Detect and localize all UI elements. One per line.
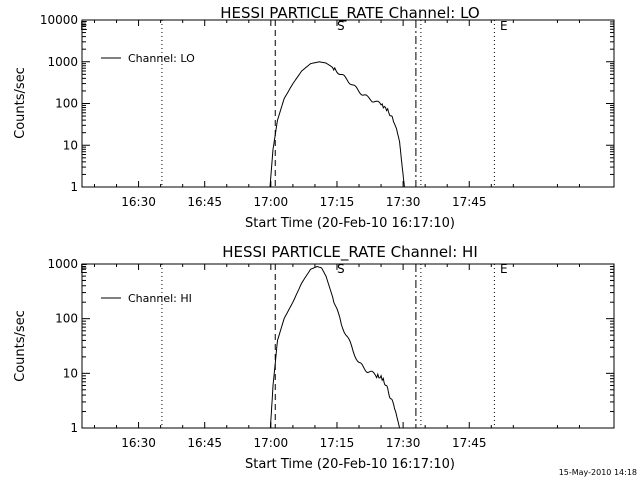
x-tick-label: 17:15 [320,195,355,209]
x-tick-label: 16:45 [187,195,222,209]
y-axis-label: Counts/sec [13,310,28,382]
plot-frame [81,263,615,429]
y-tick-label: 1000 [47,55,78,69]
x-axis-label: Start Time (20-Feb-10 16:17:10) [245,216,455,231]
y-tick-label: 1 [70,421,78,435]
y-tick-label: 1 [70,180,78,194]
x-tick-label: 17:30 [386,195,421,209]
x-tick-label: 16:30 [121,436,156,450]
chart-title: HESSI PARTICLE_RATE Channel: LO [220,4,479,23]
x-tick-label: 17:30 [386,436,421,450]
x-tick-label: 16:30 [121,195,156,209]
x-tick-label: 16:45 [187,436,222,450]
legend-label: Channel: LO [128,52,195,65]
end-marker-label: E [500,262,508,276]
x-tick-label: 17:00 [254,195,289,209]
generation-timestamp: 15-May-2010 14:18 [559,468,637,477]
chart-panel-hi: HESSI PARTICLE_RATE Channel: HI Counts/s… [13,243,616,472]
x-axis-label: Start Time (20-Feb-10 16:17:10) [245,457,455,472]
chart-title: HESSI PARTICLE_RATE Channel: HI [222,243,478,262]
y-tick-label: 10 [63,366,78,380]
plot-frame [81,19,615,188]
y-axis-label: Counts/sec [13,67,28,139]
x-tick-label: 17:45 [452,195,487,209]
series-line [269,61,405,188]
y-tick-label: 100 [55,97,78,111]
x-tick-label: 17:45 [452,436,487,450]
x-tick-label: 17:00 [254,436,289,450]
start-marker-label: S [337,262,345,276]
y-tick-label: 1000 [47,257,78,271]
series-line [269,265,401,429]
legend-label: Channel: HI [128,292,192,305]
y-tick-label: 10000 [40,13,78,27]
end-marker-label: E [500,19,508,33]
x-tick-label: 17:15 [320,436,355,450]
chart-panel-lo: HESSI PARTICLE_RATE Channel: LO Counts/s… [13,4,616,231]
start-marker-label: S [337,19,345,33]
y-tick-label: 10 [63,138,78,152]
y-tick-label: 100 [55,312,78,326]
